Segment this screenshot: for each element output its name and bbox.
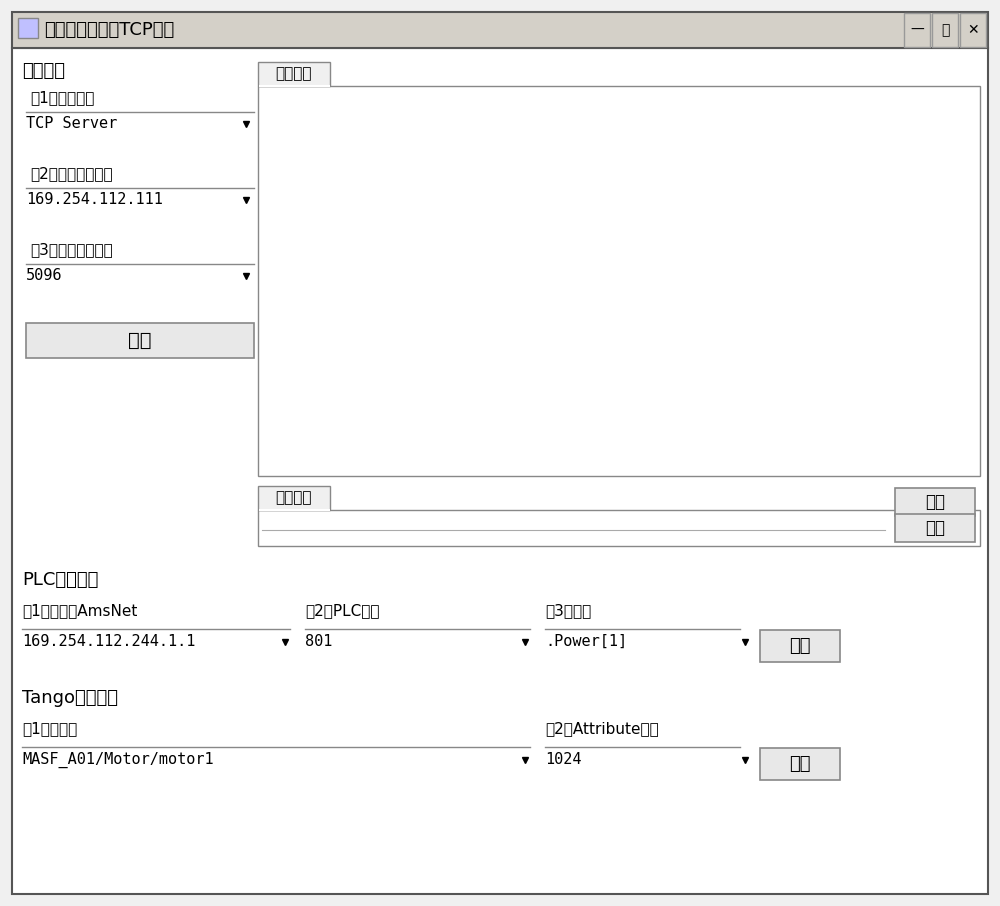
Text: 嵌入式测试系统TCP服务: 嵌入式测试系统TCP服务 bbox=[44, 21, 174, 39]
Text: 清除: 清除 bbox=[925, 493, 945, 511]
Text: （3）本地主机端口: （3）本地主机端口 bbox=[30, 242, 113, 257]
Text: 发送: 发送 bbox=[925, 519, 945, 537]
Text: PLC通信设置: PLC通信设置 bbox=[22, 571, 98, 589]
Text: —: — bbox=[910, 23, 924, 37]
Text: 数据发送: 数据发送 bbox=[276, 490, 312, 506]
Text: MASF_A01/Motor/motor1: MASF_A01/Motor/motor1 bbox=[22, 752, 214, 768]
Text: Tango通信设置: Tango通信设置 bbox=[22, 689, 118, 707]
Bar bbox=[18, 18, 38, 38]
Text: （1）协议类型: （1）协议类型 bbox=[30, 90, 94, 105]
Bar bbox=[26, 323, 254, 358]
Text: 数据日志: 数据日志 bbox=[276, 66, 312, 82]
Bar bbox=[895, 488, 975, 516]
Text: （3）变量: （3）变量 bbox=[545, 603, 591, 618]
Bar bbox=[895, 514, 975, 542]
Text: （2）本地主机地址: （2）本地主机地址 bbox=[30, 166, 113, 181]
Text: ✕: ✕ bbox=[967, 23, 979, 37]
Text: 网络设置: 网络设置 bbox=[22, 62, 65, 80]
Bar bbox=[258, 86, 980, 476]
Bar bbox=[259, 85, 330, 87]
Bar bbox=[760, 748, 840, 780]
Text: 断开: 断开 bbox=[128, 331, 152, 350]
Text: 回: 回 bbox=[941, 23, 949, 37]
Text: .Power[1]: .Power[1] bbox=[545, 634, 627, 649]
Text: 1024: 1024 bbox=[545, 752, 582, 767]
Text: 169.254.112.111: 169.254.112.111 bbox=[26, 192, 163, 207]
Bar bbox=[960, 13, 986, 47]
Bar bbox=[932, 13, 958, 47]
Text: 801: 801 bbox=[305, 634, 332, 649]
Bar bbox=[258, 510, 980, 546]
Bar bbox=[258, 486, 330, 510]
Text: 169.254.112.244.1.1: 169.254.112.244.1.1 bbox=[22, 634, 195, 649]
Bar bbox=[258, 62, 330, 86]
Bar bbox=[12, 12, 988, 48]
Bar bbox=[904, 13, 930, 47]
Text: 连接: 连接 bbox=[789, 637, 811, 655]
Text: 连接: 连接 bbox=[789, 755, 811, 773]
Bar bbox=[259, 509, 330, 511]
Text: （2）Attribute变量: （2）Attribute变量 bbox=[545, 721, 659, 736]
Text: （1）设备名: （1）设备名 bbox=[22, 721, 77, 736]
Bar bbox=[760, 630, 840, 662]
Text: （2）PLC端口: （2）PLC端口 bbox=[305, 603, 380, 618]
Text: TCP Server: TCP Server bbox=[26, 116, 117, 131]
Text: （1）控制器AmsNet: （1）控制器AmsNet bbox=[22, 603, 137, 618]
Text: 5096: 5096 bbox=[26, 268, 62, 283]
